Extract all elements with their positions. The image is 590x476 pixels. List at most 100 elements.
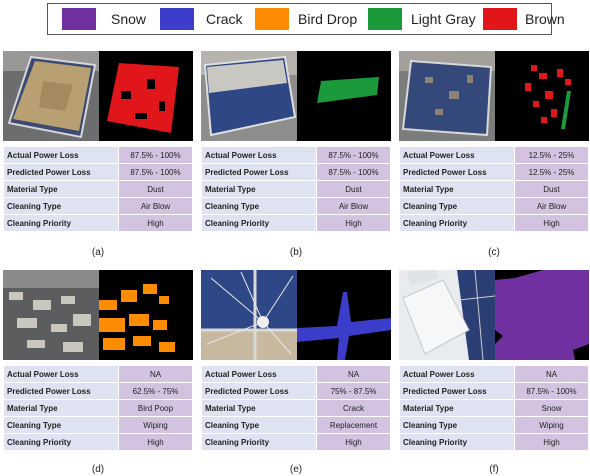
panel-b-photo [201, 51, 297, 141]
value-cleaning-priority: High [316, 214, 391, 232]
legend-label-light-gray: Light Gray [411, 11, 476, 27]
row-label-actual-power-loss: Actual Power Loss [3, 365, 119, 383]
panel-e-images [201, 270, 391, 360]
panel-e-mask [297, 270, 391, 360]
table-row: Cleaning Type Air Blow [201, 197, 391, 215]
panel-c-table: Actual Power Loss 12.5% - 25% Predicted P… [399, 146, 589, 232]
row-label-cleaning-type: Cleaning Type [201, 416, 317, 434]
value-actual-power-loss: 12.5% - 25% [514, 146, 589, 164]
table-row: Cleaning Type Replacement [201, 416, 391, 434]
row-label-material-type: Material Type [3, 180, 119, 198]
table-row: Cleaning Priority High [399, 214, 589, 232]
value-actual-power-loss: NA [118, 365, 193, 383]
legend-label-bird-drop: Bird Drop [298, 11, 358, 27]
panel-c-images [399, 51, 589, 141]
panel-d-photo [3, 270, 99, 360]
legend-swatch-brown [483, 8, 517, 30]
value-predicted-power-loss: 87.5% - 100% [118, 163, 193, 181]
panel-f-table: Actual Power Loss NA Predicted Power Loss… [399, 365, 589, 451]
value-cleaning-type: Air Blow [118, 197, 193, 215]
table-row: Predicted Power Loss 62.5% - 75% [3, 382, 193, 400]
panel-e-photo [201, 270, 297, 360]
value-predicted-power-loss: 62.5% - 75% [118, 382, 193, 400]
value-predicted-power-loss: 87.5% - 100% [514, 382, 589, 400]
row-label-cleaning-priority: Cleaning Priority [201, 433, 317, 451]
value-cleaning-priority: High [514, 214, 589, 232]
row-label-material-type: Material Type [201, 180, 317, 198]
value-cleaning-type: Replacement [316, 416, 391, 434]
panel-b-caption: (b) [289, 247, 303, 258]
table-row: Material Type Dust [399, 180, 589, 198]
table-row: Cleaning Priority High [399, 433, 589, 451]
table-row: Actual Power Loss NA [399, 365, 589, 383]
row-label-actual-power-loss: Actual Power Loss [399, 146, 515, 164]
panel-b-table: Actual Power Loss 87.5% - 100% Predicted … [201, 146, 391, 232]
row-label-predicted-power-loss: Predicted Power Loss [3, 163, 119, 181]
row-label-cleaning-type: Cleaning Type [399, 197, 515, 215]
row-label-actual-power-loss: Actual Power Loss [399, 365, 515, 383]
table-row: Cleaning Priority High [201, 433, 391, 451]
legend-swatch-light-gray [368, 8, 402, 30]
table-row: Material Type Bird Poop [3, 399, 193, 417]
row-label-material-type: Material Type [399, 180, 515, 198]
row-label-actual-power-loss: Actual Power Loss [201, 146, 317, 164]
row-label-material-type: Material Type [399, 399, 515, 417]
value-actual-power-loss: 87.5% - 100% [118, 146, 193, 164]
value-material-type: Dust [316, 180, 391, 198]
table-row: Cleaning Type Wiping [399, 416, 589, 434]
legend-label-brown: Brown [525, 11, 565, 27]
value-material-type: Dust [118, 180, 193, 198]
row-label-cleaning-type: Cleaning Type [3, 416, 119, 434]
table-row: Predicted Power Loss 75% - 87.5% [201, 382, 391, 400]
table-row: Actual Power Loss NA [201, 365, 391, 383]
panel-a-images [3, 51, 193, 141]
panel-c-mask [495, 51, 589, 141]
table-row: Predicted Power Loss 87.5% - 100% [201, 163, 391, 181]
legend: Snow Crack Bird Drop Light Gray Brown [47, 3, 565, 35]
row-label-cleaning-type: Cleaning Type [201, 197, 317, 215]
row-label-predicted-power-loss: Predicted Power Loss [3, 382, 119, 400]
panel-f-caption: (f) [489, 464, 499, 475]
value-actual-power-loss: NA [316, 365, 391, 383]
row-label-cleaning-priority: Cleaning Priority [3, 214, 119, 232]
row-label-actual-power-loss: Actual Power Loss [3, 146, 119, 164]
table-row: Actual Power Loss 87.5% - 100% [3, 146, 193, 164]
table-row: Cleaning Type Air Blow [3, 197, 193, 215]
panel-d-mask [99, 270, 193, 360]
table-row: Actual Power Loss 87.5% - 100% [201, 146, 391, 164]
table-row: Cleaning Type Air Blow [399, 197, 589, 215]
value-material-type: Bird Poop [118, 399, 193, 417]
table-row: Material Type Dust [201, 180, 391, 198]
value-cleaning-priority: High [514, 433, 589, 451]
legend-label-snow: Snow [111, 11, 147, 27]
row-label-cleaning-type: Cleaning Type [3, 197, 119, 215]
row-label-actual-power-loss: Actual Power Loss [201, 365, 317, 383]
value-predicted-power-loss: 87.5% - 100% [316, 163, 391, 181]
panel-a-table: Actual Power Loss 87.5% - 100% Predicted … [3, 146, 193, 232]
table-row: Material Type Snow [399, 399, 589, 417]
table-row: Cleaning Priority High [3, 433, 193, 451]
panel-b-images [201, 51, 391, 141]
table-row: Material Type Crack [201, 399, 391, 417]
table-row: Material Type Dust [3, 180, 193, 198]
panel-f-mask [495, 270, 589, 360]
row-label-predicted-power-loss: Predicted Power Loss [201, 382, 317, 400]
value-material-type: Snow [514, 399, 589, 417]
value-predicted-power-loss: 75% - 87.5% [316, 382, 391, 400]
table-row: Actual Power Loss 12.5% - 25% [399, 146, 589, 164]
panel-e-caption: (e) [289, 464, 303, 475]
row-label-cleaning-priority: Cleaning Priority [201, 214, 317, 232]
row-label-predicted-power-loss: Predicted Power Loss [399, 382, 515, 400]
value-cleaning-priority: High [316, 433, 391, 451]
panel-e-table: Actual Power Loss NA Predicted Power Loss… [201, 365, 391, 451]
value-cleaning-priority: High [118, 214, 193, 232]
row-label-material-type: Material Type [201, 399, 317, 417]
legend-swatch-snow [62, 8, 96, 30]
value-actual-power-loss: 87.5% - 100% [316, 146, 391, 164]
value-cleaning-type: Air Blow [316, 197, 391, 215]
table-row: Predicted Power Loss 12.5% - 25% [399, 163, 589, 181]
table-row: Predicted Power Loss 87.5% - 100% [399, 382, 589, 400]
table-row: Cleaning Type Wiping [3, 416, 193, 434]
value-cleaning-type: Air Blow [514, 197, 589, 215]
value-material-type: Dust [514, 180, 589, 198]
